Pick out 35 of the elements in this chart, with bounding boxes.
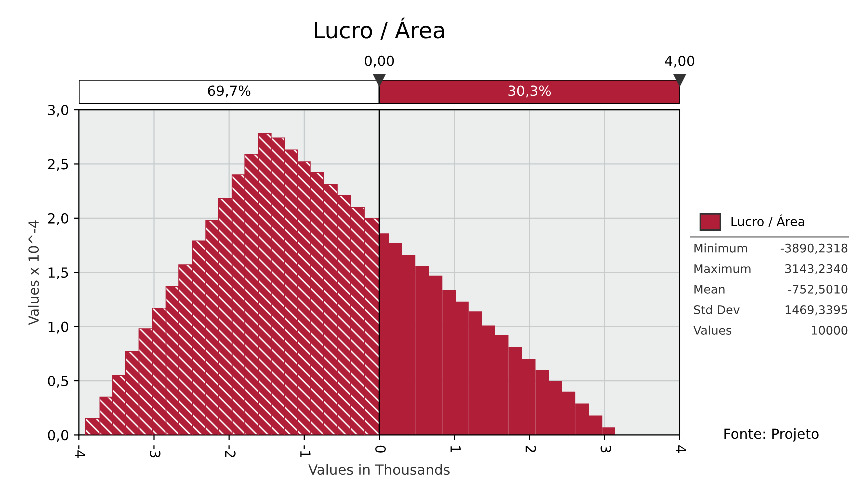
x-tick-label: -4 xyxy=(75,446,86,458)
y-tick-label: 1,5 xyxy=(48,268,68,280)
chart-title: Lucro / Área xyxy=(315,18,444,41)
x-axis-title: Values in Thousands xyxy=(308,464,450,476)
text: 1469,3395 xyxy=(786,306,848,316)
x-tick-label: -3 xyxy=(150,446,161,458)
y-tick-label: 3,0 xyxy=(48,104,68,117)
x2-tick-label: 0,00 xyxy=(365,56,394,68)
x-tick-label: -1 xyxy=(300,446,311,458)
text: Maximum xyxy=(694,264,751,274)
text: 69,7% xyxy=(208,86,251,98)
source-note: Fonte: Projeto xyxy=(724,428,819,442)
y-tick-label: 0,0 xyxy=(48,430,68,442)
y-axis-title: Values x 10^-4 xyxy=(28,220,40,326)
x-tick-label: 1 xyxy=(450,446,461,452)
text: Std Dev xyxy=(694,305,740,314)
text: -3890,2318 xyxy=(780,244,848,254)
x2-tick-label: 4,00 xyxy=(665,56,694,68)
y-tick-label: 1,0 xyxy=(48,322,68,334)
x-tick-label: -2 xyxy=(226,446,236,458)
text: Values xyxy=(694,326,732,335)
text: Mean xyxy=(694,285,725,294)
text: Minimum xyxy=(694,244,748,253)
x-tick-label: 2 xyxy=(526,446,536,452)
text: 10000 xyxy=(812,326,848,335)
legend-label: Lucro / Área xyxy=(732,214,804,228)
x-tick-label: 4 xyxy=(676,446,686,453)
x-tick-label: 0 xyxy=(376,446,386,453)
y-tick-label: 0,5 xyxy=(48,376,68,388)
y-tick-label: 2,5 xyxy=(48,159,68,172)
text: 3143,2340 xyxy=(786,264,848,275)
text: -752,5010 xyxy=(788,284,848,296)
y-tick-label: 2,0 xyxy=(48,213,68,226)
x-tick-label: 3 xyxy=(600,446,612,453)
text: 30,3% xyxy=(508,86,552,98)
